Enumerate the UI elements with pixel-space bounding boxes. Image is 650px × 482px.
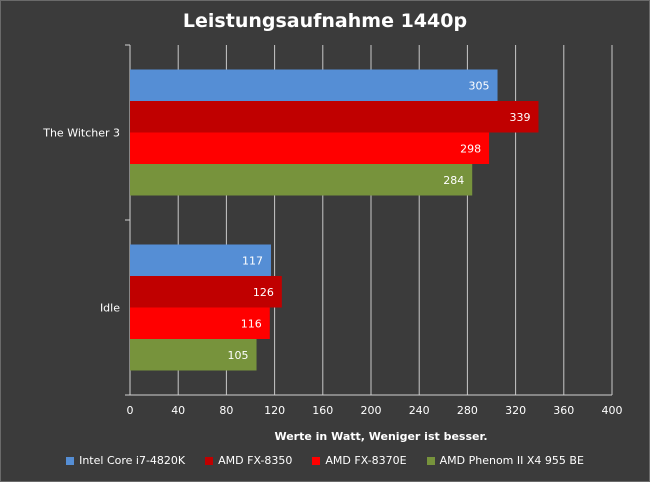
legend-swatch xyxy=(66,456,75,465)
bar xyxy=(130,132,490,164)
legend-label: AMD Phenom II X4 955 BE xyxy=(439,454,584,467)
x-tick-label: 360 xyxy=(553,404,574,417)
legend-label: AMD FX-8350 xyxy=(218,454,293,467)
x-tick-label: 320 xyxy=(505,404,526,417)
legend-label: Intel Core i7-4820K xyxy=(79,454,186,467)
chart-title: Leistungsaufnahme 1440p xyxy=(182,10,468,32)
bar xyxy=(130,276,282,308)
bar xyxy=(130,164,473,196)
bar-value-label: 298 xyxy=(460,142,481,155)
category-label: Idle xyxy=(100,302,120,315)
legend-item: AMD FX-8350 xyxy=(205,454,292,467)
x-tick-label: 80 xyxy=(219,404,233,417)
x-tick-label: 200 xyxy=(361,404,382,417)
legend: Intel Core i7-4820K AMD FX-8350 AMD FX-837… xyxy=(0,454,650,467)
legend-swatch xyxy=(205,456,214,465)
x-axis-title: Werte in Watt, Weniger ist besser. xyxy=(274,430,487,443)
bar-value-label: 284 xyxy=(443,174,464,187)
legend-item: Intel Core i7-4820K xyxy=(66,454,185,467)
bar-value-label: 339 xyxy=(509,111,530,124)
bar xyxy=(130,339,257,371)
legend-swatch xyxy=(426,456,435,465)
category-label: The Witcher 3 xyxy=(42,127,120,140)
bar-value-label: 105 xyxy=(228,349,249,362)
x-tick-label: 40 xyxy=(171,404,185,417)
x-tick-label: 0 xyxy=(127,404,134,417)
bar-value-label: 116 xyxy=(241,317,262,330)
bar xyxy=(130,307,270,339)
bar-value-label: 126 xyxy=(253,286,274,299)
bar xyxy=(130,101,539,133)
legend-swatch xyxy=(312,456,321,465)
x-tick-label: 280 xyxy=(457,404,478,417)
bar-value-label: 117 xyxy=(242,254,263,267)
bar-value-label: 305 xyxy=(469,79,490,92)
x-tick-label: 160 xyxy=(312,404,333,417)
x-tick-label: 400 xyxy=(602,404,623,417)
legend-label: AMD FX-8370E xyxy=(325,454,407,467)
legend-item: AMD FX-8370E xyxy=(312,454,407,467)
bar xyxy=(130,69,498,101)
x-tick-label: 120 xyxy=(264,404,285,417)
legend-item: AMD Phenom II X4 955 BE xyxy=(426,454,584,467)
x-tick-label: 240 xyxy=(409,404,430,417)
bar xyxy=(130,244,271,276)
